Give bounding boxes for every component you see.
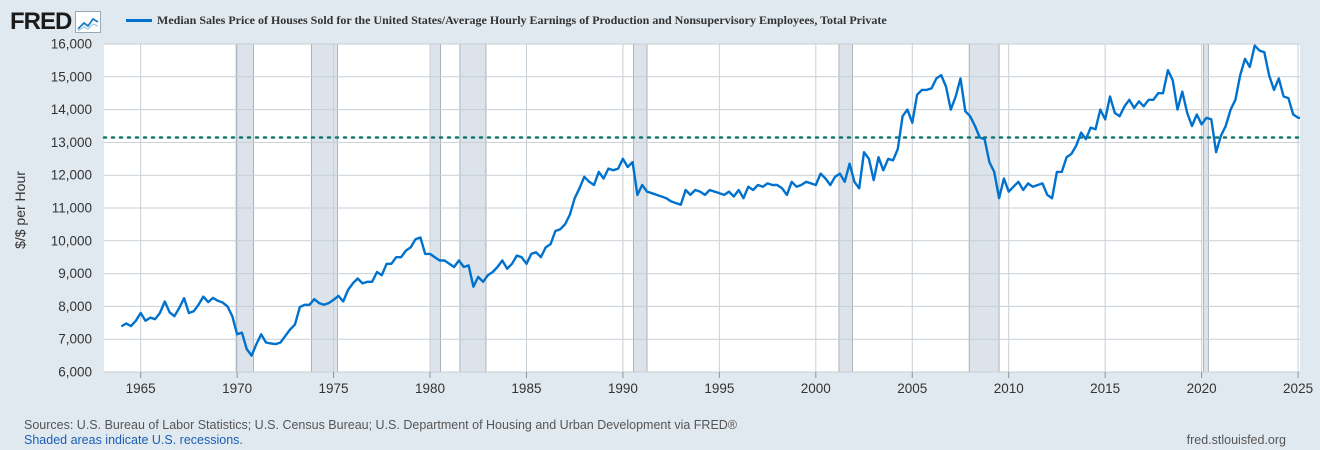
y-tick-label: 6,000 [58,365,92,380]
legend-label: Median Sales Price of Houses Sold for th… [157,13,887,27]
y-tick-label: 14,000 [51,102,92,117]
x-tick-label: 1975 [319,381,349,396]
y-tick-label: 16,000 [51,37,92,52]
y-tick-label: 15,000 [51,69,92,84]
logo-text: FRED [10,8,72,35]
x-tick-label: 2015 [1090,381,1120,396]
y-tick-label: 8,000 [58,299,92,314]
y-tick-label: 12,000 [51,168,92,183]
fred-line-chart-icon [75,11,102,33]
x-tick-label: 1965 [126,381,156,396]
y-tick-label: 9,000 [58,266,92,281]
x-tick-label: 2000 [801,381,831,396]
x-tick-label: 1995 [704,381,734,396]
chart-legend: Median Sales Price of Houses Sold for th… [126,13,887,28]
y-tick-label: 13,000 [51,135,92,150]
y-tick-label: 10,000 [51,233,92,248]
legend-swatch [126,19,152,22]
y-tick-label: 11,000 [52,201,92,216]
site-link[interactable]: fred.stlouisfed.org [1186,433,1286,447]
x-tick-label: 2005 [897,381,927,396]
recession-note[interactable]: Shaded areas indicate U.S. recessions. [24,433,243,447]
x-tick-label: 2025 [1283,381,1313,396]
x-tick-label: 1985 [511,381,541,396]
x-tick-label: 1980 [415,381,445,396]
x-tick-label: 1970 [222,381,252,396]
x-tick-label: 1990 [608,381,638,396]
fred-logo[interactable]: FRED [10,8,102,36]
y-tick-label: 7,000 [58,332,92,347]
series-line [120,44,1300,357]
source-note: Sources: U.S. Bureau of Labor Statistics… [24,418,738,432]
x-tick-label: 2020 [1187,381,1217,396]
x-tick-label: 2010 [994,381,1024,396]
